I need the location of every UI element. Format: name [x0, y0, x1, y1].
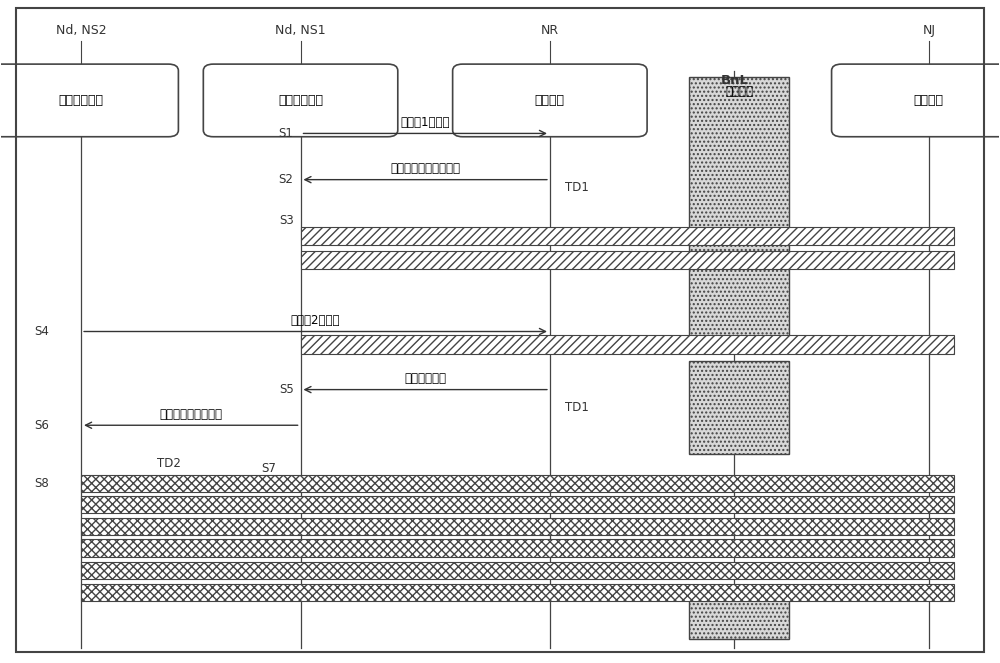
Bar [301, 335, 954, 354]
Text: S1: S1 [279, 127, 294, 140]
Bar [81, 475, 954, 492]
Text: TD1: TD1 [565, 401, 589, 414]
Text: S5: S5 [279, 383, 294, 396]
Text: S6: S6 [34, 419, 49, 432]
Text: S8: S8 [35, 477, 49, 490]
FancyBboxPatch shape [832, 64, 1000, 137]
Text: NR: NR [541, 25, 559, 38]
Text: BnL: BnL [720, 74, 748, 87]
Bar [81, 496, 954, 513]
FancyBboxPatch shape [203, 64, 398, 137]
Bar [81, 583, 954, 601]
Text: S7: S7 [261, 462, 276, 475]
Text: 瓶颈链路: 瓶颈链路 [725, 86, 753, 98]
Text: S4: S4 [34, 325, 49, 338]
Text: S2: S2 [279, 173, 294, 186]
Text: NJ: NJ [922, 25, 935, 38]
Bar [301, 251, 954, 269]
Text: 第二发送节点: 第二发送节点 [59, 94, 104, 107]
Bar [81, 518, 954, 535]
Text: 通信［1］要求: 通信［1］要求 [400, 116, 450, 129]
Bar [81, 540, 954, 557]
Text: Nd, NS2: Nd, NS2 [56, 25, 106, 38]
Bar [81, 562, 954, 579]
Text: 中继节点: 中继节点 [535, 94, 565, 107]
Text: Nd, NS1: Nd, NS1 [275, 25, 326, 38]
Text: 同意通知（有竞争）: 同意通知（有竞争） [159, 408, 222, 420]
Bar [689, 599, 789, 638]
FancyBboxPatch shape [453, 64, 647, 137]
Text: 接收节点: 接收节点 [914, 94, 944, 107]
Text: TD1: TD1 [565, 181, 589, 194]
Bar [689, 78, 789, 348]
Text: 同意通知（没有竞争）: 同意通知（没有竞争） [390, 162, 460, 175]
Bar [301, 227, 954, 245]
Text: 状态变化通知: 状态变化通知 [404, 372, 446, 385]
Text: 通信［2］要求: 通信［2］要求 [291, 314, 340, 327]
Text: S3: S3 [279, 214, 294, 227]
FancyBboxPatch shape [0, 64, 178, 137]
Text: 第一发送节点: 第一发送节点 [278, 94, 323, 107]
Text: TD2: TD2 [157, 457, 181, 470]
Bar [689, 361, 789, 453]
